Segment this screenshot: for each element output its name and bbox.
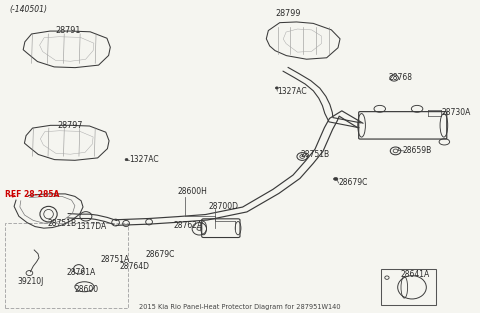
Text: 28600: 28600	[75, 285, 99, 294]
Text: 28762A: 28762A	[174, 222, 203, 230]
Text: 28764D: 28764D	[120, 262, 149, 271]
Text: 28659B: 28659B	[403, 146, 432, 155]
Text: 28751A: 28751A	[100, 255, 130, 264]
Text: 28730A: 28730A	[441, 108, 470, 117]
Text: 2015 Kia Rio Panel-Heat Protector Diagram for 287951W140: 2015 Kia Rio Panel-Heat Protector Diagra…	[139, 304, 341, 310]
Text: 28700D: 28700D	[208, 202, 239, 211]
Text: (-140501): (-140501)	[9, 5, 48, 14]
Text: 28797: 28797	[57, 121, 83, 130]
Text: 28791: 28791	[56, 26, 81, 35]
Text: 1317DA: 1317DA	[76, 223, 107, 231]
Text: 28768: 28768	[388, 73, 412, 82]
Text: 28679C: 28679C	[145, 250, 175, 259]
Ellipse shape	[125, 158, 128, 161]
Text: 28751B: 28751B	[301, 150, 330, 158]
Text: 28761A: 28761A	[67, 268, 96, 277]
Ellipse shape	[334, 177, 338, 180]
Bar	[381, 269, 436, 305]
Text: 1327AC: 1327AC	[277, 87, 307, 95]
Text: REF 28-285A: REF 28-285A	[5, 190, 60, 199]
Bar	[5, 223, 128, 308]
Text: 28600H: 28600H	[178, 187, 208, 196]
Text: 28641A: 28641A	[400, 270, 430, 279]
Text: 1327AC: 1327AC	[129, 155, 158, 164]
Ellipse shape	[276, 87, 278, 89]
Text: 28679C: 28679C	[338, 178, 368, 187]
Text: 28751B: 28751B	[48, 219, 77, 228]
Text: 39210J: 39210J	[17, 277, 44, 286]
Text: 28799: 28799	[275, 9, 300, 18]
